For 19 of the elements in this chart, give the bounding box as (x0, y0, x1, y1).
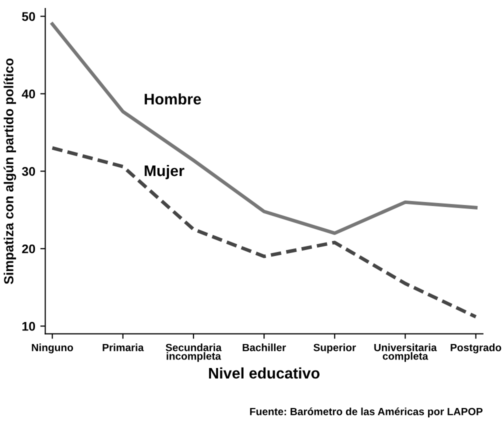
x-tick-label: Secundaria incompleta (166, 344, 222, 362)
line-series (50, 22, 478, 235)
x-tick-label: Universitaria completa (374, 344, 437, 362)
x-tick-label: Postgrado (450, 344, 502, 354)
x-tick-label: Bachiller (242, 344, 286, 352)
y-tick-label: 40 (22, 90, 36, 98)
x-tick-label: Primaria (102, 344, 144, 352)
y-tick-label: 50 (22, 12, 36, 21)
source-note: Fuente: Barómetro de las Américas por LAPOP (250, 408, 483, 418)
y-tick-label: 30 (22, 167, 36, 176)
series-label: Mujer (144, 164, 184, 180)
series-label: Hombre (144, 93, 201, 105)
y-axis-title: Simpatiza con algún partido político (4, 58, 16, 284)
x-axis-title: Nivel educativo (209, 367, 320, 379)
y-tick-label: 10 (22, 322, 36, 331)
x-tick-label: Ninguno (32, 344, 74, 354)
y-tick-label: 20 (22, 244, 36, 254)
x-tick-label: Superior (314, 344, 356, 354)
line-series (50, 146, 478, 319)
